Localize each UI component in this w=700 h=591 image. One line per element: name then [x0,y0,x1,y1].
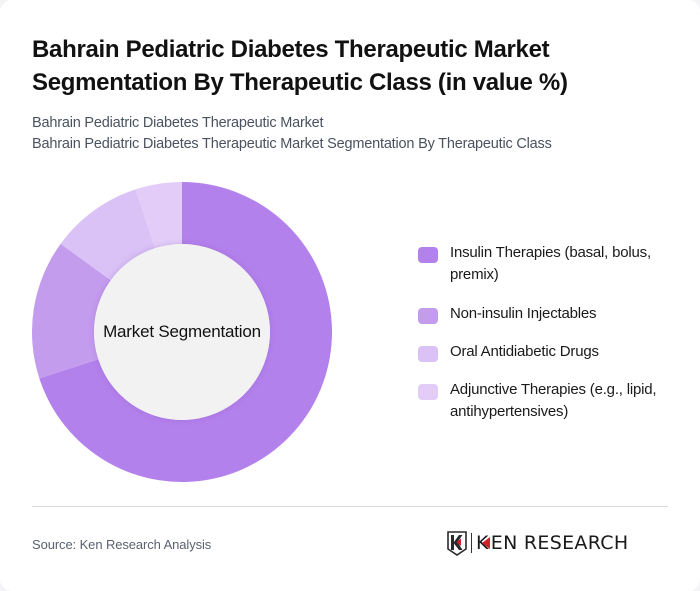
legend-label: Adjunctive Therapies (e.g., lipid, antih… [450,381,657,420]
legend-item-non-insulin-injectables[interactable]: Non-insulin Injectables [418,303,678,341]
legend-label: Non-insulin Injectables [450,305,597,322]
logo-separator [471,533,472,553]
donut-chart-svg [32,182,332,482]
chart-title-line-1: Bahrain Pediatric Diabetes Therapeutic M… [32,36,550,63]
donut-segment-insulin-therapies-basal-bolus-premix[interactable] [39,182,332,482]
legend-item-oral-antidiabetic-drugs[interactable]: Oral Antidiabetic Drugs [418,341,678,379]
legend-item-adjunctive-therapies[interactable]: Adjunctive Therapies (e.g., lipid, antih… [418,379,678,423]
chart-legend: Insulin Therapies (basal, bolus, premix)… [418,242,678,423]
donut-center [94,244,270,420]
subtitle-line-1: Bahrain Pediatric Diabetes Therapeutic M… [32,115,324,131]
chart-subtitle: Bahrain Pediatric Diabetes Therapeutic M… [32,113,672,155]
legend-label: Oral Antidiabetic Drugs [450,343,599,360]
legend-swatch-icon [418,346,438,362]
source-text: Source: Ken Research Analysis [32,537,212,552]
footer-divider [32,506,668,507]
chart-title: Bahrain Pediatric Diabetes Therapeutic M… [32,33,672,99]
logo-wordmark-rest: EN RESEARCH [490,532,629,554]
donut-segments [32,182,332,482]
ken-research-logo: K EN RESEARCH [447,530,628,556]
legend-swatch-icon [418,384,438,400]
donut-chart: Market Segmentation [32,182,332,482]
legend-swatch-icon [418,308,438,324]
legend-swatch-icon [418,247,438,263]
ken-research-shield-icon [447,530,467,556]
logo-wordmark: K EN RESEARCH [476,532,628,554]
chart-title-line-2: Segmentation By Therapeutic Class (in va… [32,69,568,96]
donut-segment-non-insulin-injectables[interactable] [32,243,111,379]
legend-label: Insulin Therapies (basal, bolus, premix) [450,244,651,283]
legend-item-insulin-therapies[interactable]: Insulin Therapies (basal, bolus, premix) [418,242,678,303]
donut-segment-oral-antidiabetic-drugs[interactable] [60,189,155,281]
donut-segment-adjunctive-therapies-e-g-lipid-antihypertensives[interactable] [135,182,182,249]
logo-red-triangle-icon [481,537,490,549]
subtitle-line-2: Bahrain Pediatric Diabetes Therapeutic M… [32,136,552,152]
